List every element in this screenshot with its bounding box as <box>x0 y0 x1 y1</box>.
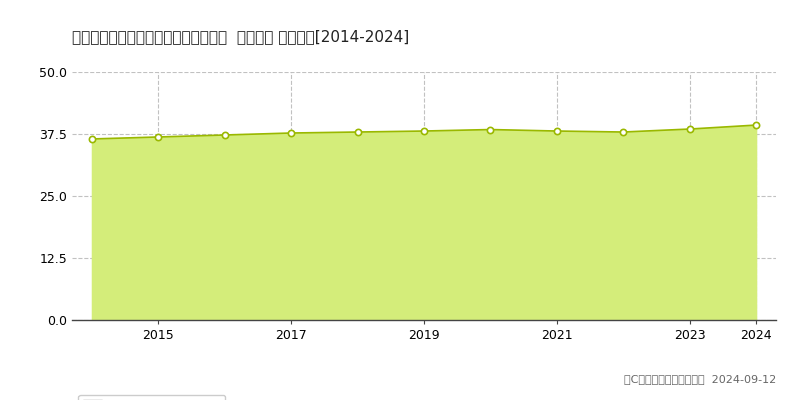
Text: 愛知県尾張旭市向町３丁目１３番６外  地価公示 地価推移[2014-2024]: 愛知県尾張旭市向町３丁目１３番６外 地価公示 地価推移[2014-2024] <box>72 29 410 44</box>
Text: （C）土地価格ドットコム  2024-09-12: （C）土地価格ドットコム 2024-09-12 <box>624 374 776 384</box>
Legend: 地価公示 平均坪単価(万円/坪): 地価公示 平均坪単価(万円/坪) <box>78 395 225 400</box>
